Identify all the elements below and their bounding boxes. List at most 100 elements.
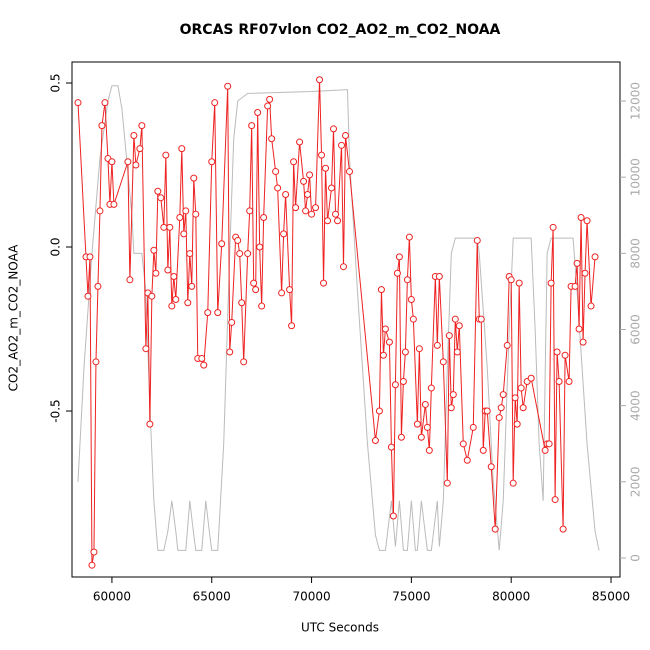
data-point	[260, 213, 268, 221]
data-point	[180, 230, 188, 238]
data-point	[445, 332, 453, 340]
data-point	[463, 456, 471, 464]
data-point	[491, 525, 499, 533]
y2-tick-label: 2000	[629, 467, 643, 498]
data-point	[274, 184, 282, 192]
data-point	[148, 292, 156, 300]
data-point	[479, 446, 487, 454]
data-point	[393, 269, 401, 277]
data-point	[98, 122, 106, 130]
data-point	[228, 318, 236, 326]
data-point	[324, 217, 332, 225]
data-point	[304, 191, 312, 199]
data-point	[186, 250, 194, 258]
data-point	[439, 358, 447, 366]
data-point	[413, 420, 421, 428]
data-point	[86, 253, 94, 261]
data-point	[499, 391, 507, 399]
data-point	[571, 282, 579, 290]
data-point	[581, 269, 589, 277]
data-point	[322, 164, 330, 172]
data-point	[509, 479, 517, 487]
data-point	[435, 273, 443, 281]
data-point	[587, 302, 595, 310]
data-point	[136, 145, 144, 153]
data-point	[401, 348, 409, 356]
data-point	[236, 250, 244, 258]
data-point	[316, 76, 324, 84]
data-point	[345, 168, 353, 176]
data-point	[332, 210, 340, 218]
data-point	[288, 322, 296, 330]
data-point	[224, 82, 232, 90]
data-point	[192, 210, 200, 218]
data-point	[387, 443, 395, 451]
data-point	[517, 384, 525, 392]
data-point	[443, 479, 451, 487]
data-point	[110, 200, 118, 208]
data-point	[513, 420, 521, 428]
data-point	[238, 299, 246, 307]
x-tick-label: 75000	[392, 590, 430, 604]
data-point	[90, 548, 98, 556]
data-point	[591, 253, 599, 261]
data-point	[130, 131, 138, 139]
plot-frame	[71, 61, 621, 578]
data-point	[421, 400, 429, 408]
y-tick-label: -0.5	[49, 399, 63, 422]
data-point	[132, 161, 140, 169]
data-point	[124, 158, 132, 166]
data-point	[453, 348, 461, 356]
data-point	[395, 253, 403, 261]
data-point	[290, 158, 298, 166]
data-point	[264, 102, 272, 110]
y2-tick-label: 10000	[629, 158, 643, 196]
data-point	[575, 325, 583, 333]
data-point	[302, 207, 310, 215]
data-point	[254, 109, 262, 117]
data-point	[515, 279, 523, 287]
data-point	[397, 433, 405, 441]
data-point	[469, 423, 477, 431]
data-point	[519, 404, 527, 412]
data-point	[308, 210, 316, 218]
y2-tick-label: 6000	[629, 314, 643, 345]
data-point	[286, 286, 294, 294]
data-point	[381, 325, 389, 333]
data-point	[164, 266, 172, 274]
data-point	[495, 414, 503, 422]
data-point	[511, 394, 519, 402]
data-point	[342, 131, 350, 139]
data-point	[101, 99, 109, 107]
data-point	[377, 286, 385, 294]
data-point	[154, 187, 162, 195]
data-point	[455, 322, 463, 330]
data-point	[483, 407, 491, 415]
data-point	[433, 341, 441, 349]
data-point	[555, 377, 563, 385]
data-point	[473, 236, 481, 244]
series-line	[77, 85, 600, 551]
data-point	[94, 282, 102, 290]
data-point	[487, 463, 495, 471]
data-point	[188, 282, 196, 290]
data-point	[328, 184, 336, 192]
data-point	[385, 338, 393, 346]
data-point	[280, 230, 288, 238]
x-axis-label: UTC Seconds	[301, 621, 379, 635]
data-point	[172, 295, 180, 303]
x-tick-label: 85000	[592, 590, 630, 604]
data-point	[198, 355, 206, 363]
data-point	[320, 279, 328, 287]
data-point	[541, 446, 549, 454]
data-point	[559, 525, 567, 533]
data-point	[340, 263, 348, 271]
data-point	[146, 420, 154, 428]
data-point	[507, 276, 515, 284]
data-point	[166, 223, 174, 231]
data-point	[190, 174, 198, 182]
data-point	[497, 404, 505, 412]
data-point	[252, 286, 260, 294]
